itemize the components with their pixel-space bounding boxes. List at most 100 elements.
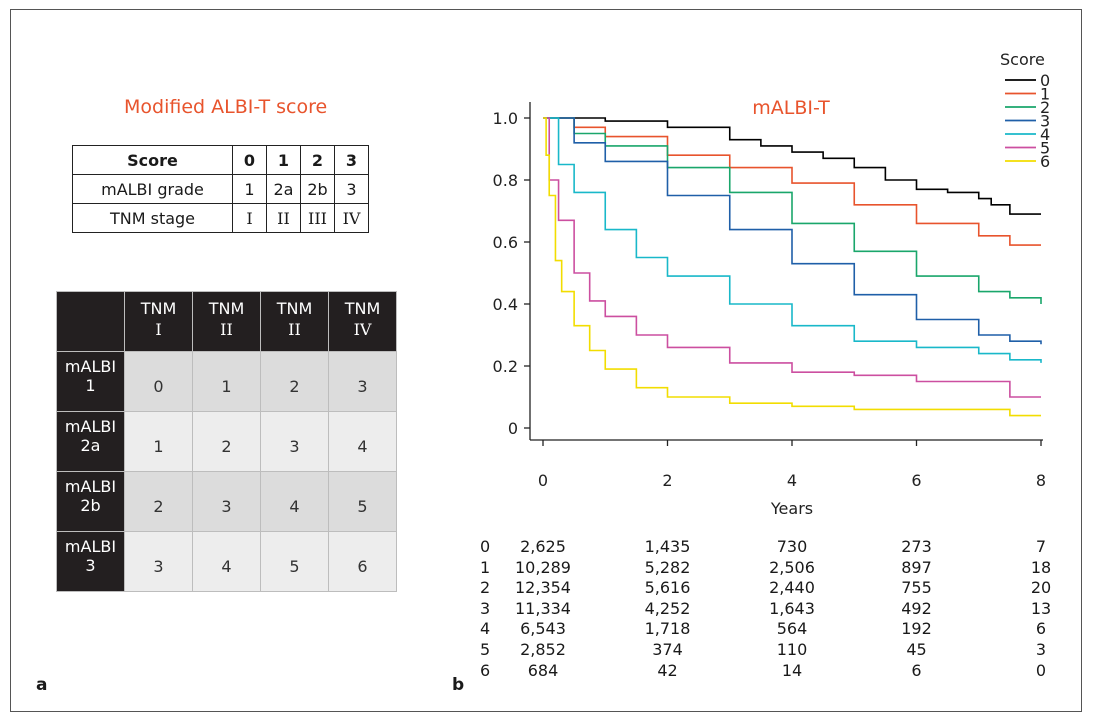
matrix-row-header: mALBI 2b	[56, 471, 125, 532]
matrix-row-malbi-2b: mALBI 2b 2 3 4 5	[56, 471, 397, 532]
score-header-2: 2	[300, 145, 335, 175]
risk-count: 2,852	[520, 640, 566, 659]
risk-row-score: 0	[480, 537, 491, 556]
risk-count: 1,435	[644, 537, 691, 556]
risk-row-score: 3	[480, 598, 491, 618]
row-label-tnm-stage: TNM stage	[72, 203, 233, 233]
risk-count: 897	[901, 557, 932, 577]
risk-count: 6,543	[520, 619, 566, 639]
matrix-cell: 3	[192, 471, 261, 532]
km-curve-score-5	[543, 117, 1041, 398]
risk-count: 4,252	[644, 598, 691, 618]
legend-label-0: 0	[1040, 71, 1050, 90]
risk-count: 45	[906, 640, 927, 659]
matrix-cell: 1	[124, 411, 193, 472]
risk-count: 1,718	[644, 619, 691, 639]
matrix-cell: 2	[260, 351, 329, 412]
legend-label-5: 5	[1040, 139, 1050, 158]
score-header-0: 0	[232, 145, 267, 175]
x-tick-label: 8	[1036, 471, 1046, 490]
malbi-grade-0: 1	[232, 174, 267, 204]
y-tick-label: 0.4	[493, 295, 518, 314]
km-curve-score-0	[543, 117, 1041, 215]
row-header-line2: 2b	[80, 496, 101, 515]
x-tick-label: 6	[911, 471, 921, 490]
legend-label-1: 1	[1040, 85, 1050, 104]
risk-count: 11,334	[515, 598, 571, 618]
y-tick-label: 0.6	[493, 233, 518, 252]
km-curve-score-2	[543, 117, 1042, 304]
row-label-malbi-grade: mALBI grade	[72, 174, 233, 204]
risk-row-score: 5	[480, 640, 491, 659]
km-curve-score-3	[543, 117, 1042, 345]
panel-label-b: b	[452, 675, 465, 695]
risk-count: 7	[1035, 537, 1047, 556]
chart-title: mALBI-T	[752, 97, 830, 119]
legend-label-6: 6	[1040, 152, 1050, 171]
matrix-row-malbi-3: mALBI 3 3 4 5 6	[56, 531, 397, 592]
matrix-cell: 4	[260, 471, 329, 532]
matrix-col-header-tnm-3: TNM II	[260, 291, 329, 352]
risk-count: 12,354	[515, 578, 571, 598]
matrix-cell: 1	[192, 351, 261, 412]
x-tick-label: 2	[662, 471, 672, 490]
matrix-cell: 2	[192, 411, 261, 472]
risk-count: 110	[776, 640, 808, 659]
row-header-line1: mALBI	[64, 477, 117, 496]
row-header-line2: 1	[85, 376, 96, 395]
panel-a-title: Modified ALBI-T score	[124, 96, 328, 118]
score-table-row-tnm: TNM stage I II III IV	[72, 203, 369, 233]
tnm-stage-3: IV	[334, 203, 369, 233]
risk-row-score: 1	[480, 557, 491, 577]
col-header-line2: IV	[353, 320, 372, 339]
risk-row-score: 6	[480, 660, 491, 680]
risk-count: 684	[527, 660, 559, 680]
matrix-row-header: mALBI 1	[56, 351, 125, 412]
matrix-cell: 4	[192, 531, 261, 592]
risk-count: 6	[911, 660, 922, 680]
col-header-line1: TNM	[140, 299, 177, 318]
score-header-label: Score	[72, 145, 233, 175]
y-tick-label: 0	[508, 419, 518, 438]
matrix-cell: 5	[260, 531, 329, 592]
km-curve-score-1	[543, 117, 1041, 246]
legend-label-3: 3	[1040, 112, 1050, 131]
matrix-row-header: mALBI 2a	[56, 411, 125, 472]
score-header-1: 1	[266, 145, 301, 175]
risk-count: 374	[652, 640, 683, 659]
tnm-stage-1: II	[266, 203, 301, 233]
legend-title: Score	[1000, 50, 1045, 69]
risk-count: 3	[1035, 640, 1047, 659]
risk-count: 2,506	[769, 557, 815, 577]
risk-count: 0	[1035, 660, 1047, 680]
y-tick-label: 0.2	[493, 357, 518, 376]
col-header-line1: TNM	[208, 299, 245, 318]
risk-count: 14	[781, 660, 803, 680]
col-header-line2: I	[155, 320, 162, 339]
col-header-line2: II	[220, 320, 233, 339]
risk-count: 5,282	[644, 557, 691, 577]
km-curve-score-4	[543, 117, 1042, 363]
score-table-row-malbi: mALBI grade 1 2a 2b 3	[72, 174, 369, 204]
row-header-line1: mALBI	[64, 357, 117, 376]
risk-count: 18	[1030, 557, 1052, 577]
row-header-line2: 2a	[80, 436, 101, 455]
col-header-line1: TNM	[276, 299, 313, 318]
x-axis-label: Years	[770, 499, 813, 518]
matrix-row-malbi-2a: mALBI 2a 1 2 3 4	[56, 411, 397, 472]
risk-count: 10,289	[515, 557, 571, 577]
legend-label-4: 4	[1040, 125, 1050, 144]
risk-count: 20	[1030, 578, 1052, 598]
matrix-cell: 2	[124, 471, 193, 532]
figure-frame	[10, 9, 1082, 712]
risk-row-score: 4	[480, 619, 491, 639]
risk-count: 755	[901, 578, 932, 598]
matrix-cell: 0	[124, 351, 193, 412]
risk-count: 5,616	[644, 578, 691, 598]
matrix-cell: 3	[124, 531, 193, 592]
y-tick-label: 0.8	[493, 171, 518, 190]
tnm-stage-0: I	[232, 203, 267, 233]
matrix-cell: 6	[328, 531, 397, 592]
matrix-col-header-tnm-4: TNM IV	[328, 291, 397, 352]
